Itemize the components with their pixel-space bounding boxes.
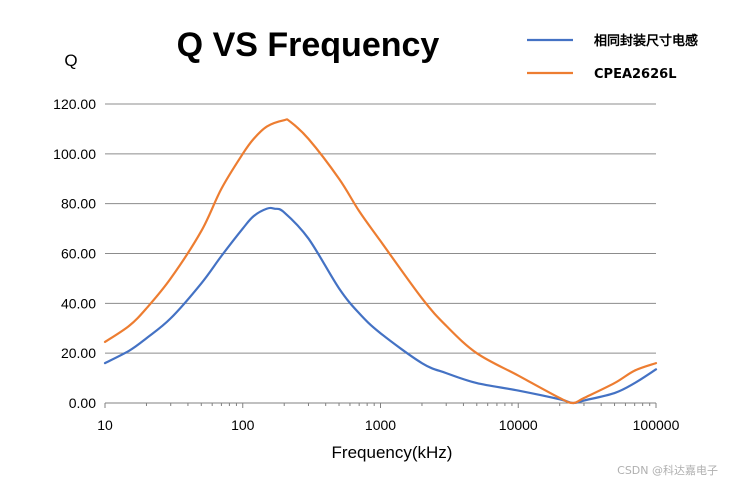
y-axis-title: Q bbox=[64, 51, 77, 70]
y-tick-label: 100.00 bbox=[53, 146, 96, 162]
y-tick-label: 60.00 bbox=[61, 246, 96, 262]
series-lines bbox=[103, 118, 658, 405]
legend-label-1: CPEA2626L bbox=[594, 67, 676, 82]
y-tick-label: 0.00 bbox=[69, 395, 96, 411]
x-tick-label: 100 bbox=[231, 417, 255, 433]
legend-label-0: 相同封装尺寸电感 bbox=[594, 33, 698, 49]
x-tick-label: 10000 bbox=[499, 417, 538, 433]
y-tick-label: 120.00 bbox=[53, 96, 96, 112]
y-tick-label: 80.00 bbox=[61, 196, 96, 212]
x-tick-label: 10 bbox=[97, 417, 113, 433]
x-tick-labels: 10 100 1000 10000 100000 bbox=[97, 417, 679, 433]
y-tick-label: 20.00 bbox=[61, 345, 96, 361]
y-tick-label: 40.00 bbox=[61, 295, 96, 311]
x-axis-title: Frequency(kHz) bbox=[332, 443, 453, 462]
series-line-0 bbox=[103, 206, 658, 405]
watermark-text: CSDN @科达嘉电子 bbox=[617, 463, 718, 477]
chart-title: Q VS Frequency bbox=[177, 26, 440, 64]
x-tick-label: 100000 bbox=[633, 417, 680, 433]
gridlines bbox=[104, 103, 657, 408]
y-tick-labels: 0.00 20.00 40.00 60.00 80.00 100.00 120.00 bbox=[53, 96, 96, 411]
legend: 相同封装尺寸电感 CPEA2626L bbox=[527, 33, 698, 82]
x-tick-label: 1000 bbox=[365, 417, 396, 433]
series-line-1 bbox=[103, 118, 658, 405]
